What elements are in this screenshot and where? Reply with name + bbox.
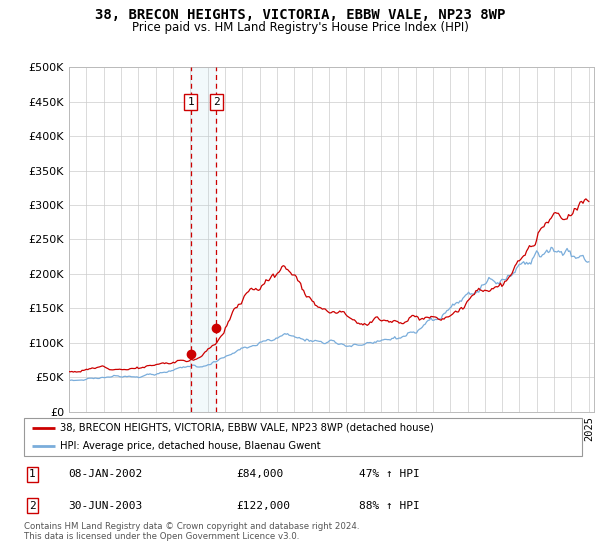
Text: 1: 1 xyxy=(29,469,36,479)
Text: 38, BRECON HEIGHTS, VICTORIA, EBBW VALE, NP23 8WP (detached house): 38, BRECON HEIGHTS, VICTORIA, EBBW VALE,… xyxy=(60,423,434,433)
Text: 2: 2 xyxy=(213,97,220,106)
Text: 38, BRECON HEIGHTS, VICTORIA, EBBW VALE, NP23 8WP: 38, BRECON HEIGHTS, VICTORIA, EBBW VALE,… xyxy=(95,8,505,22)
Text: Price paid vs. HM Land Registry's House Price Index (HPI): Price paid vs. HM Land Registry's House … xyxy=(131,21,469,34)
Text: HPI: Average price, detached house, Blaenau Gwent: HPI: Average price, detached house, Blae… xyxy=(60,441,321,451)
Text: £122,000: £122,000 xyxy=(236,501,290,511)
Text: 30-JUN-2003: 30-JUN-2003 xyxy=(68,501,143,511)
Text: 2: 2 xyxy=(29,501,36,511)
FancyBboxPatch shape xyxy=(24,418,582,456)
Text: £84,000: £84,000 xyxy=(236,469,283,479)
Text: Contains HM Land Registry data © Crown copyright and database right 2024.
This d: Contains HM Land Registry data © Crown c… xyxy=(24,522,359,542)
Bar xyxy=(191,67,216,412)
Text: 47% ↑ HPI: 47% ↑ HPI xyxy=(359,469,419,479)
Text: 1: 1 xyxy=(188,97,194,106)
Text: 88% ↑ HPI: 88% ↑ HPI xyxy=(359,501,419,511)
Text: 08-JAN-2002: 08-JAN-2002 xyxy=(68,469,143,479)
